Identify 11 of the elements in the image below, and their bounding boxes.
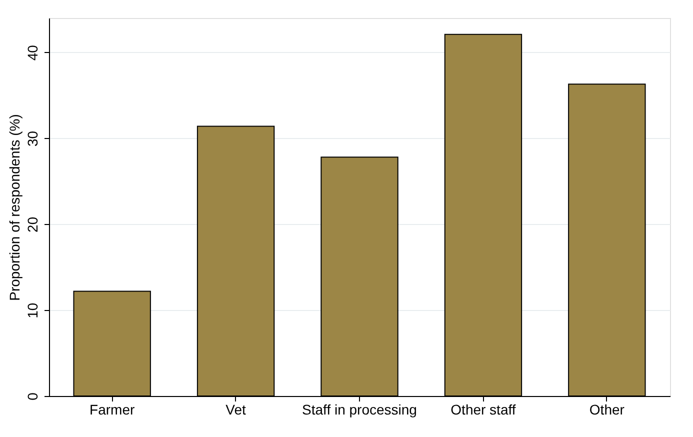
x-tick-label: Vet [226, 402, 246, 418]
x-tick-label: Other staff [450, 402, 516, 418]
y-tick-label: 10 [24, 302, 40, 318]
y-tick-label: 20 [24, 216, 40, 232]
y-axis-title: Proportion of respondents (%) [6, 114, 22, 301]
y-tick-label: 0 [24, 392, 40, 400]
y-tick-label: 30 [24, 130, 40, 147]
y-tick-label: 40 [24, 44, 40, 61]
x-tick-label: Other [589, 402, 625, 418]
x-tick-label: Staff in processing [302, 402, 417, 418]
x-tick-label: Farmer [90, 402, 135, 418]
